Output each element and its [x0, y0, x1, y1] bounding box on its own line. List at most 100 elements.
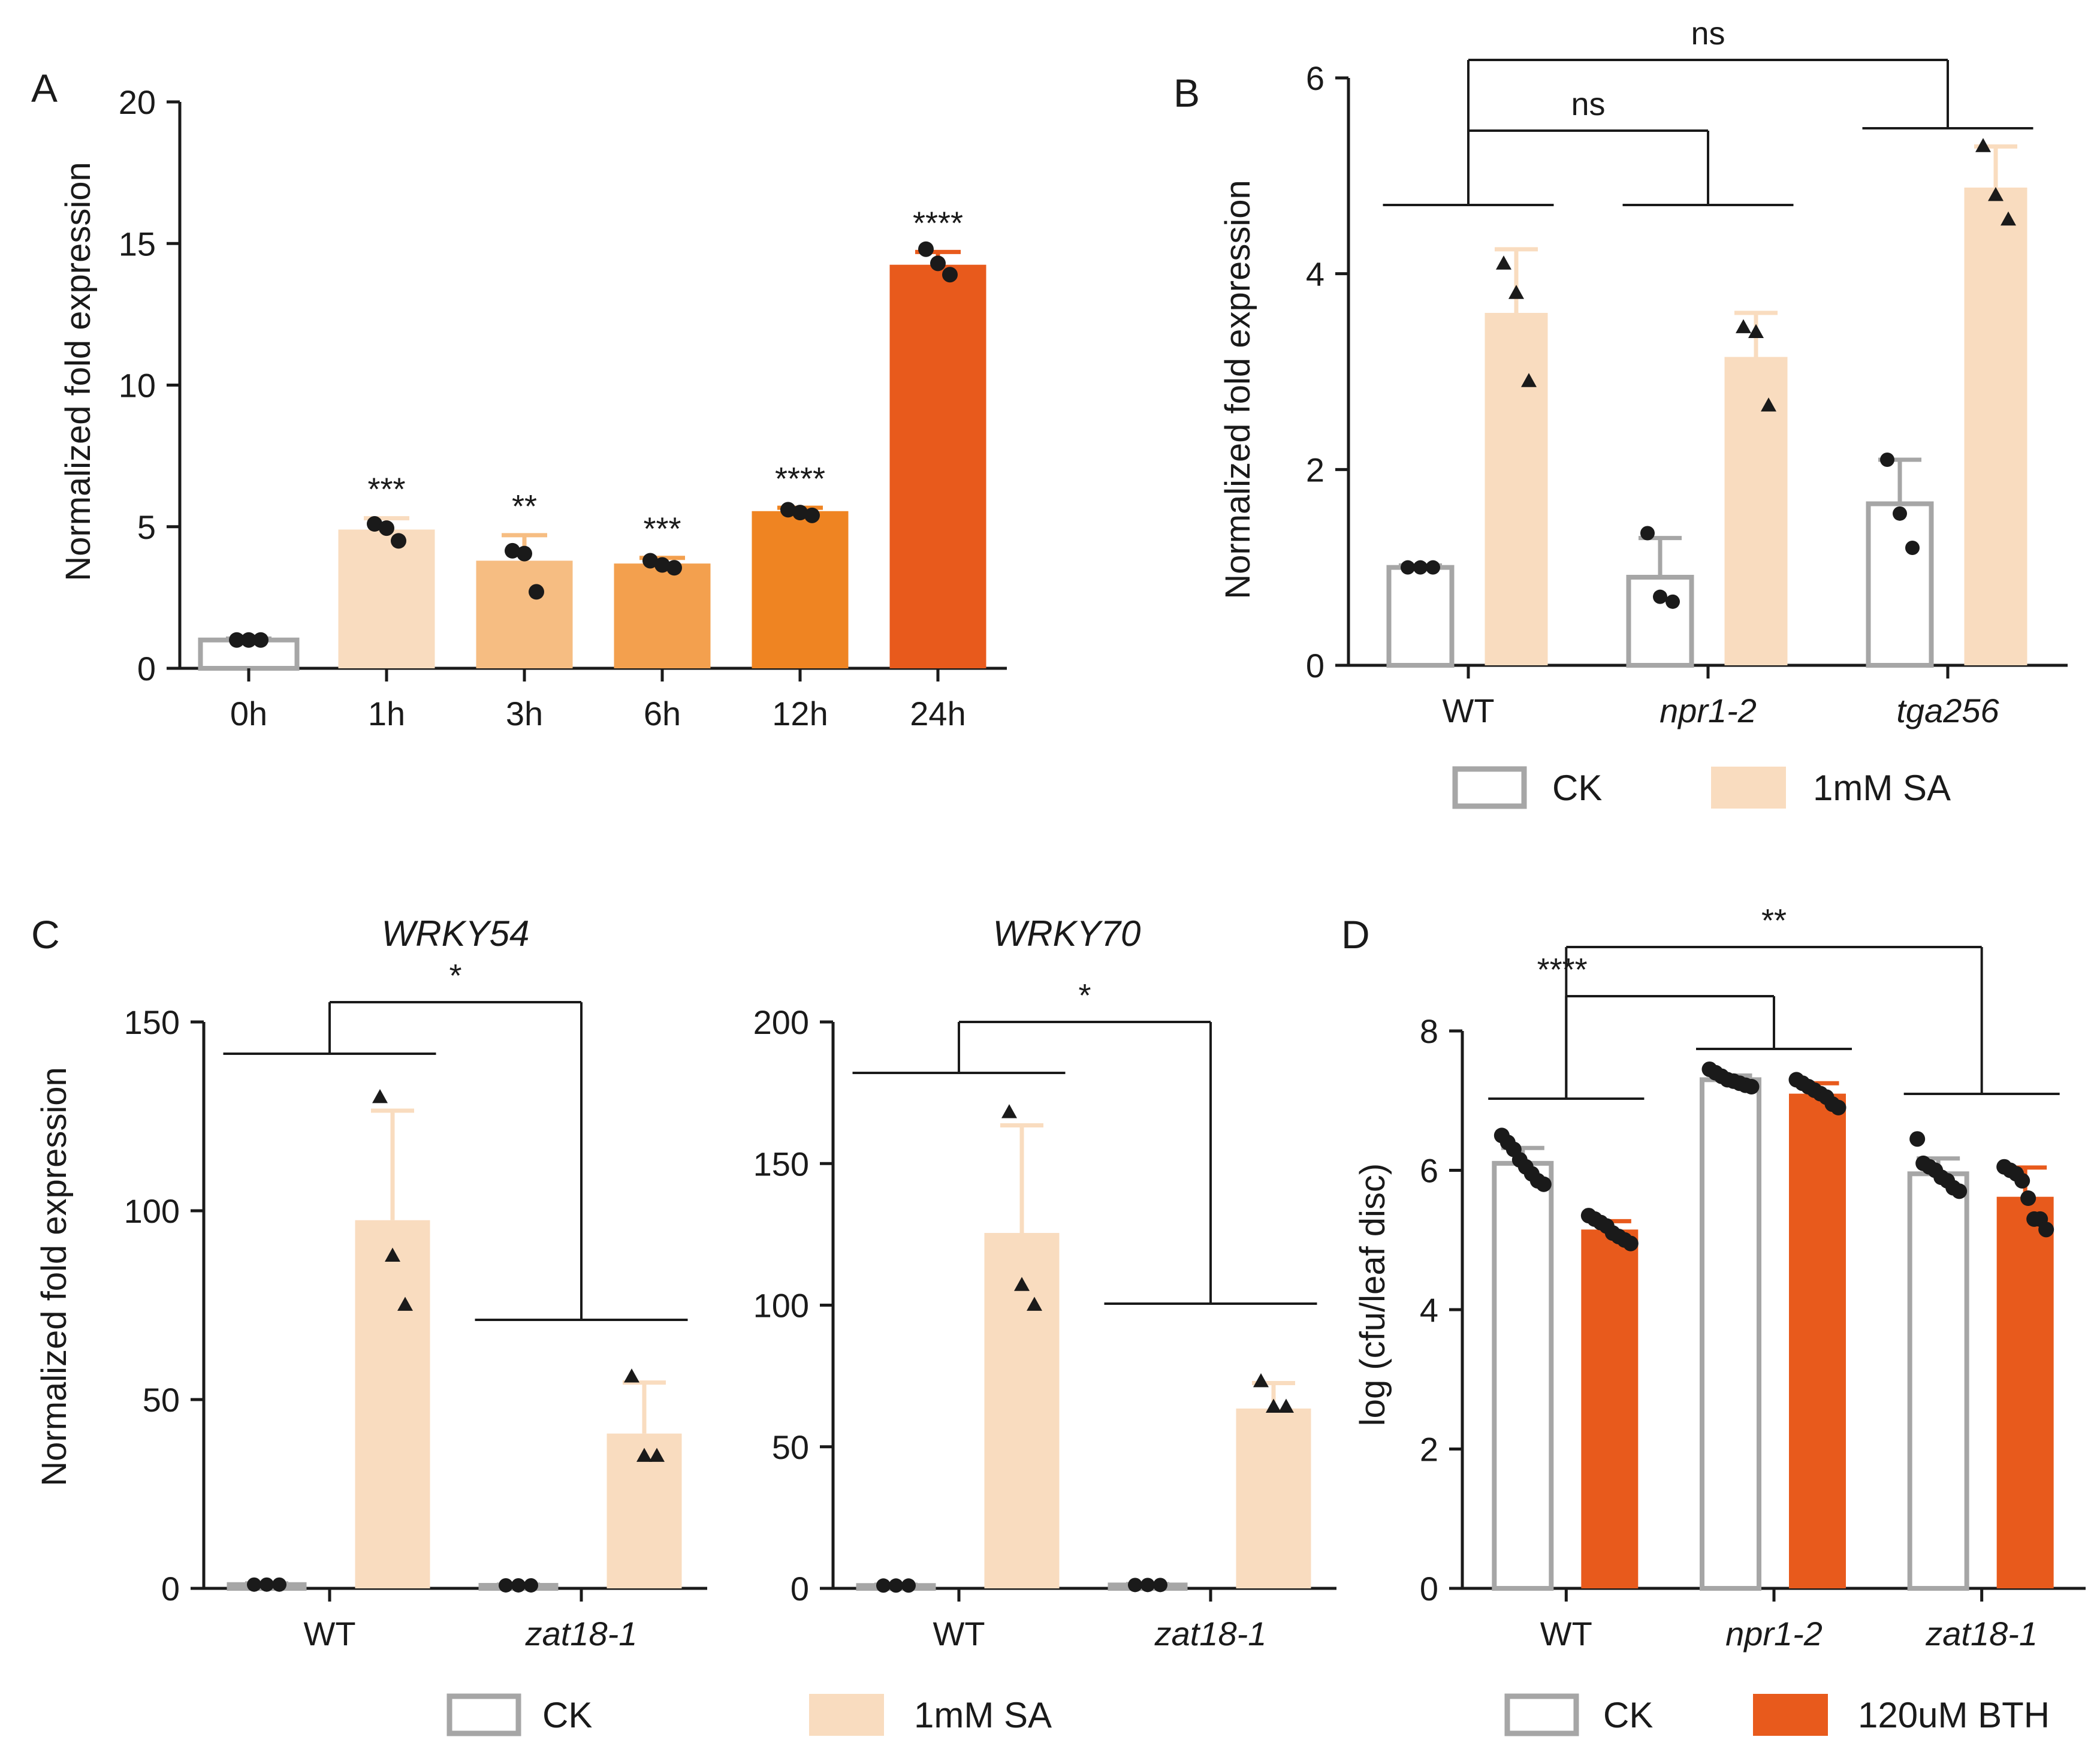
panel-a-data-point [666, 560, 682, 576]
panel-a-data-point [253, 632, 268, 648]
legend-ck-swatch [446, 1693, 521, 1736]
panel-a-data-point [529, 584, 544, 600]
panel-b-data-point [1521, 373, 1537, 387]
panel-c2-data-point [889, 1578, 903, 1593]
panel-d-x-tick-label: WT [1540, 1615, 1592, 1653]
panel-d-legend: CK 120uM BTH [1504, 1693, 2050, 1736]
panel-a-bar [338, 529, 435, 668]
panel-a-significance-label: *** [643, 511, 681, 547]
panel-c1-y-tick-label: 50 [143, 1381, 180, 1419]
panel-a-data-point [517, 545, 532, 562]
panel-c2-y-tick-label: 50 [772, 1428, 809, 1466]
panel-d-bracket-label: **** [1537, 952, 1588, 988]
panel-c1-data-point [649, 1448, 665, 1462]
legend-ck-label: CK [1552, 768, 1602, 808]
panel-b-data-point [1880, 453, 1894, 467]
legend-ck-swatch [1452, 766, 1527, 809]
panel-c2-data-point [1278, 1398, 1294, 1413]
panel-d-y-tick-label: 6 [1420, 1152, 1438, 1190]
panel-d-data-point [1743, 1079, 1760, 1094]
panel-d-bar-ck [1700, 1077, 1761, 1591]
panel-d-data-point [1909, 1131, 1926, 1147]
panel-d-data-point [2014, 1172, 2030, 1189]
panel-d-data-point [1830, 1099, 1846, 1115]
panel-c1-data-point [372, 1088, 388, 1103]
panel-b-data-point [1893, 506, 1907, 521]
panel-d-data-point [1951, 1183, 1968, 1199]
panel-a-data-point [505, 542, 520, 559]
panel-a-y-tick-label: 20 [119, 83, 156, 121]
panel-b-data-point [1748, 324, 1764, 339]
panel-c2-y-tick-label: 150 [753, 1145, 809, 1183]
panel-c2-x-tick-label: WT [933, 1615, 985, 1653]
panel-a-data-point [942, 267, 958, 283]
panel-c2-y-tick-label: 100 [753, 1287, 809, 1325]
panel-a-ylabel: Normalized fold expression [59, 162, 98, 581]
panel-b-ylabel: Normalized fold expression [1218, 180, 1257, 599]
panel-b-data-point [1988, 186, 2004, 201]
panel-b-bracket-label: ns [1571, 86, 1605, 122]
panel-b-data-point [1761, 397, 1776, 412]
panel-c2-y-tick-label: 200 [753, 1003, 809, 1041]
panel-c-ylabel: Normalized fold expression [35, 1067, 74, 1486]
panel-c1-data-point [636, 1448, 652, 1462]
panel-a-x-tick-label: 24h [910, 695, 965, 732]
panel-d-y-tick-label: 4 [1420, 1291, 1438, 1329]
panel-a-x-tick-label: 1h [368, 695, 405, 732]
panel-d-data-point [2038, 1222, 2054, 1238]
panel-d-x-tick-label: zat18-1 [1925, 1615, 2038, 1653]
panel-c1-data-point [524, 1578, 538, 1593]
panel-c1-data-point [499, 1578, 513, 1593]
panel-b-bar-treatment [1964, 187, 2027, 665]
legend-sa-swatch [1711, 767, 1786, 809]
panel-b-data-point [1401, 560, 1415, 575]
panel-c2-data-point [1253, 1373, 1269, 1388]
panel-a-y-tick-label: 10 [119, 367, 156, 405]
panel-a-significance-label: *** [367, 472, 405, 508]
panel-c2-y-tick-label: 0 [790, 1570, 809, 1608]
panel-c2-data-point [1266, 1398, 1281, 1413]
panel-b-data-point [1665, 594, 1680, 609]
panel-d-bar-treatment [1581, 1229, 1639, 1588]
panel-a-data-point [241, 632, 257, 648]
panel-b-data-point [1508, 285, 1524, 299]
panel-b-x-tick-label: WT [1442, 692, 1494, 729]
legend-bth-swatch [1753, 1694, 1828, 1736]
panel-b-data-point [2001, 211, 2016, 226]
panel-b-bar-ck [1386, 565, 1455, 668]
panel-d-x-tick-label: npr1-2 [1725, 1615, 1823, 1653]
panel-a-bar [476, 560, 573, 668]
panel-c2-x-tick-label: zat18-1 [1154, 1615, 1267, 1653]
panel-d-bracket-label: ** [1761, 903, 1787, 939]
panel-a-bar [889, 264, 986, 668]
panel-c1-data-point [385, 1247, 400, 1262]
legend-ck-swatch [1504, 1693, 1579, 1736]
panel-a-data-point [804, 507, 820, 523]
panel-c1-data-point [272, 1577, 286, 1592]
panel-c2-data-point [1014, 1277, 1030, 1291]
panel-d-bar-ck [1907, 1171, 1969, 1591]
panel-a-data-point [654, 557, 670, 573]
panel-b-bar-ck [1866, 501, 1934, 668]
legend-bth-label: 120uM BTH [1858, 1695, 2050, 1735]
panel-a-y-tick-label: 5 [137, 508, 156, 546]
panel-c1-data-point [260, 1577, 274, 1592]
panel-a-data-point [379, 520, 394, 536]
panel-b-data-point [1496, 255, 1511, 270]
panel-c2-data-point [1128, 1578, 1142, 1593]
panel-c1-data-point [624, 1368, 639, 1383]
panel-a-significance-label: **** [775, 461, 825, 497]
panel-c2-data-point [1153, 1578, 1167, 1593]
panel-a-y-tick-label: 15 [119, 225, 156, 263]
panel-c2-bar-treatment [1236, 1408, 1311, 1588]
panel-c2-bracket-label: * [1078, 978, 1091, 1014]
panel-c2-data-point [1027, 1296, 1042, 1311]
panel-a-bar [752, 511, 849, 668]
panel-c2-data-point [876, 1578, 891, 1593]
panel-a-x-tick-label: 3h [506, 695, 543, 732]
panel-letter-a: A [31, 66, 58, 110]
panel-a-x-tick-label: 12h [772, 695, 828, 732]
panel-c-wrky70-chart: 0 50 100 150 200 WT zat18-1 * [753, 978, 1336, 1653]
